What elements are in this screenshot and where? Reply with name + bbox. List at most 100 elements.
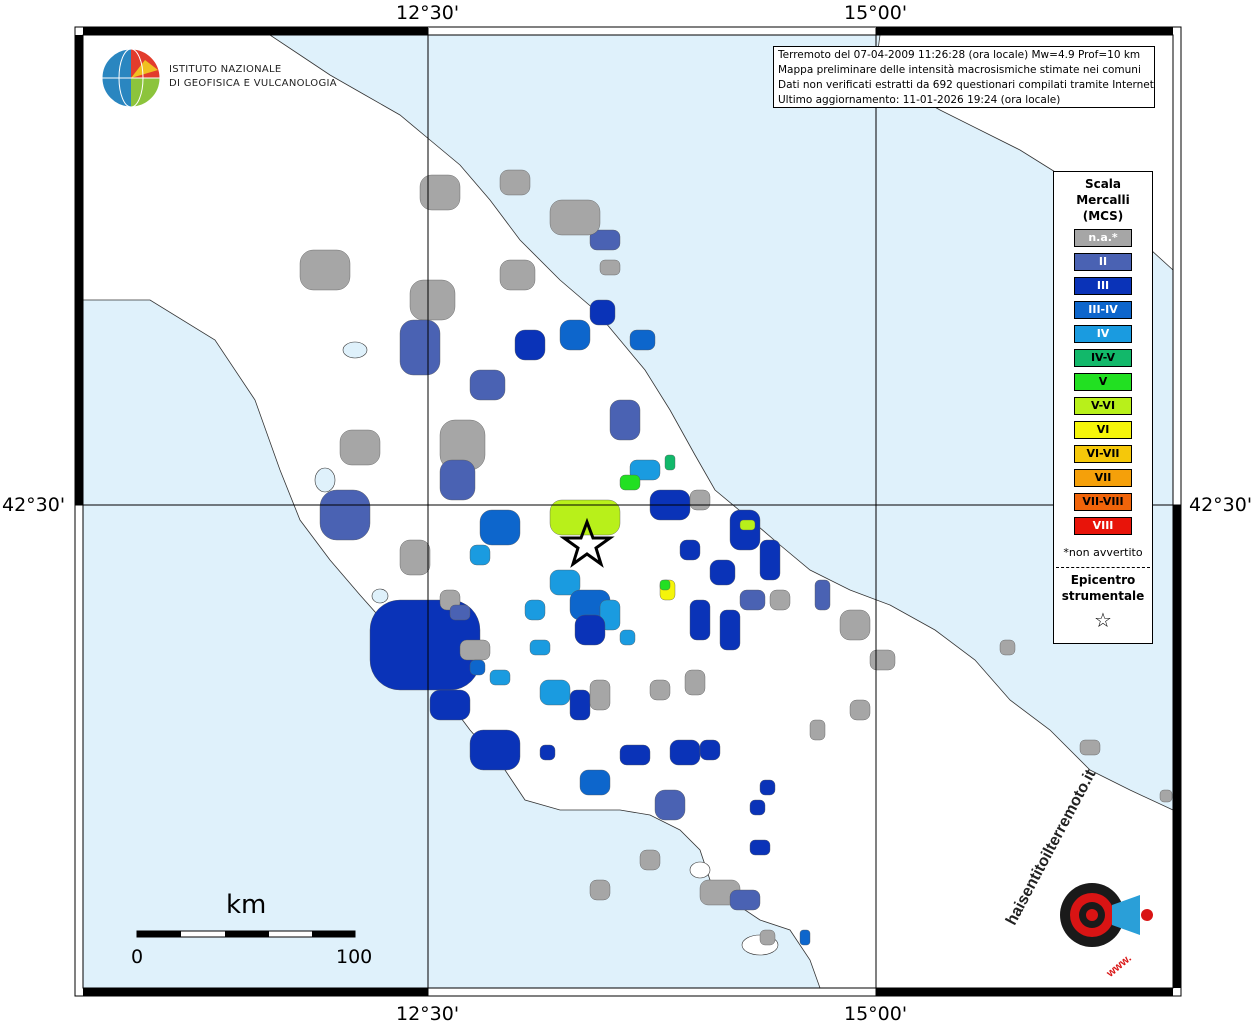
municipality-patch [459,639,491,661]
municipality-patch [549,499,621,536]
municipality-patch [849,699,871,721]
municipality-patch [609,399,641,441]
municipality-patch [759,779,776,796]
municipality-patch [639,849,661,871]
municipality-patch [589,879,611,901]
event-info-line: Mappa preliminare delle intensità macros… [778,64,1141,76]
municipality-patch [514,329,546,361]
municipality-patch [759,539,781,581]
municipality-patch [619,744,651,766]
frame-segment [83,27,428,35]
municipality-patch [654,789,686,821]
coord-label-top-right: 15°00' [844,2,908,24]
municipality-patch [619,629,636,646]
municipality-patch [469,729,521,771]
municipality-patch [769,589,791,611]
frame-segment [83,988,428,996]
municipality-patch [469,544,491,566]
municipality-patch [839,609,871,641]
municipality-patch [739,589,766,611]
municipality-patch [619,474,641,491]
municipality-patch [664,454,676,471]
municipality-patch [579,769,611,796]
coord-label-top-left: 12°30' [396,2,460,24]
municipality-patch [1079,739,1101,756]
municipality-patch [629,459,661,481]
municipality-patch [679,539,701,561]
municipality-patch [1159,789,1173,803]
legend-class-3: III-IV [1074,301,1132,319]
municipality-patch [719,609,741,651]
coord-label-left: 42°30' [2,494,66,516]
municipality-patch [689,599,711,641]
municipality-patch [999,639,1016,656]
municipality-patch [339,429,381,466]
municipality-patch [499,259,536,291]
municipality-patch [549,569,581,596]
municipality-patch [524,599,546,621]
event-info-box: Terremoto del 07-04-2009 11:26:28 (ora l… [773,46,1155,108]
municipality-patch [549,199,601,236]
lake-bolsena [314,467,336,493]
event-info-line: Terremoto del 07-04-2009 11:26:28 (ora l… [778,49,1141,61]
municipality-patch [499,169,531,196]
municipality-patch [809,719,826,741]
municipality-patch [569,689,591,721]
municipality-patch [399,319,441,376]
municipality-patch [299,249,351,291]
municipality-patch [319,489,371,541]
scale-min-label: 0 [131,946,144,968]
legend-title-line3: (MCS) [1082,209,1124,223]
scale-unit: km [226,890,267,920]
municipality-patch [529,639,551,656]
institute-name-line1: ISTITUTO NAZIONALE [169,64,282,75]
island-ischia [689,861,711,879]
legend-class-8: VI [1074,421,1132,439]
municipality-patch [589,229,621,251]
legend-class-4: IV [1074,325,1132,343]
municipality-patch [599,259,621,276]
municipality-patch [659,579,671,591]
frame-segment [1173,505,1181,988]
legend-class-5: IV-V [1074,349,1132,367]
epicenter-star [559,517,615,568]
municipality-patch [559,319,591,351]
municipality-patch [629,329,656,351]
ingv-globe-icon [101,48,161,108]
legend-class-1: II [1074,253,1132,271]
municipality-patch [684,669,706,696]
municipality-patch [689,489,711,511]
municipality-patch [749,839,771,856]
legend-class-2: III [1074,277,1132,295]
municipality-patch [799,929,811,946]
municipality-patch [419,174,461,211]
legend-title-line1: Scala [1084,177,1122,191]
legend-class-12: VIII [1074,517,1132,535]
legend-title-line2: Mercalli [1076,193,1130,207]
municipality-patch [399,539,431,576]
municipality-patch [449,604,471,621]
legend-epicenter-line1: Epicentro [1070,573,1136,587]
municipality-patch [469,659,486,676]
legend-class-0: n.a.* [1074,229,1132,247]
haisentito-logo-icon [1060,883,1153,947]
municipality-patch [869,649,896,671]
municipality-patch [599,599,621,631]
frame-segment [876,27,1173,35]
municipality-patch [814,579,831,611]
municipality-patch [669,739,701,766]
legend-epicenter-line2: strumentale [1061,589,1145,603]
municipality-patch [479,509,521,546]
municipality-patch [439,459,476,501]
legend-class-6: V [1074,373,1132,391]
lake-trasimeno [342,341,368,359]
legend-class-11: VII-VIII [1074,493,1132,511]
coord-label-bottom-right: 15°00' [844,1003,908,1025]
municipality-patch [649,679,671,701]
legend-star-icon: ☆ [1094,608,1112,632]
municipality-patch [759,929,776,946]
legend-class-10: VII [1074,469,1132,487]
municipality-patch [589,679,611,711]
lake-bracciano [371,588,389,604]
